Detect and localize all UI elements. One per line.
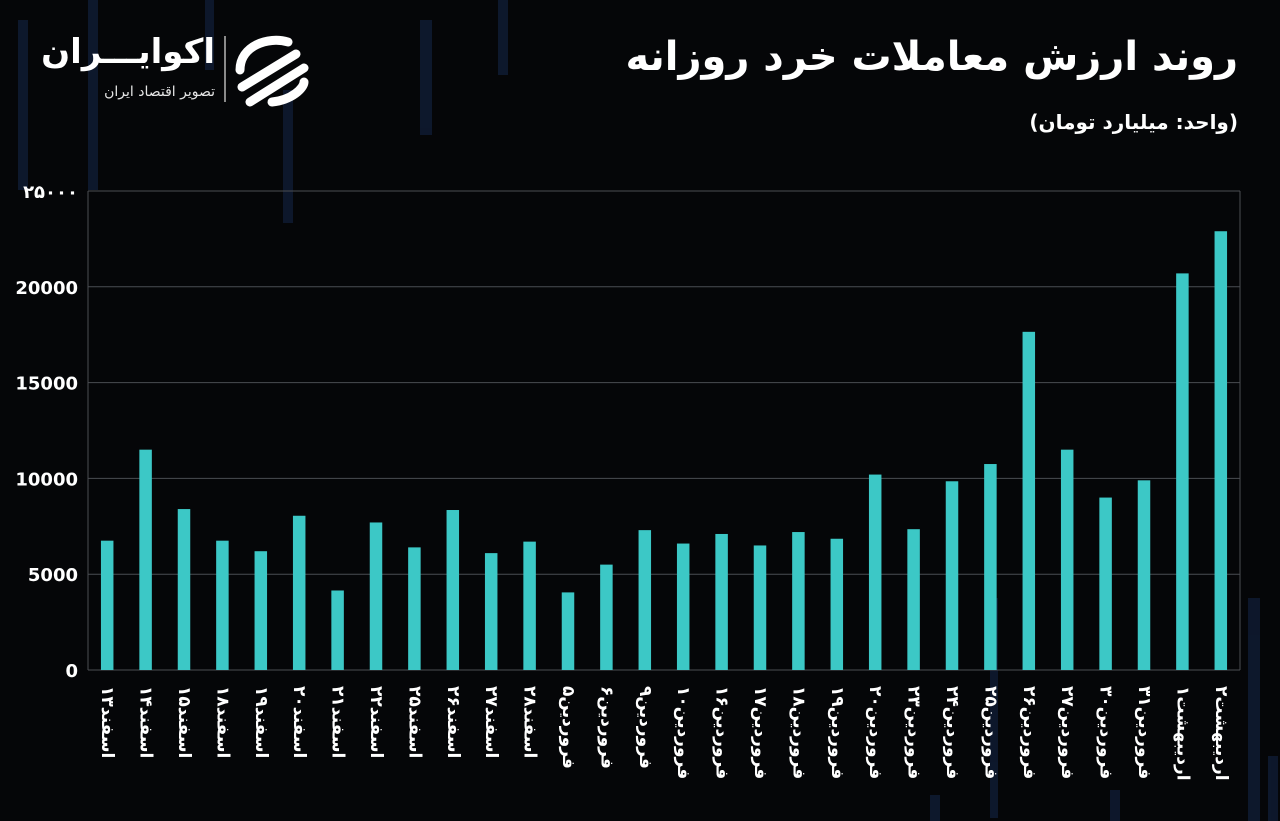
y-tick-label: 5000 <box>28 565 78 586</box>
bar <box>945 481 959 670</box>
bar <box>1099 497 1112 670</box>
x-tick-label: فروردین۵ <box>558 686 578 769</box>
x-tick-label: فروردین۱۸ <box>788 686 808 779</box>
x-tick-label: فروردین۲۳ <box>904 686 924 779</box>
bar <box>676 543 690 670</box>
x-tick-label: فروردین۲۶ <box>1019 686 1039 779</box>
y-tick-label: 20000 <box>15 278 78 299</box>
bar <box>1176 273 1189 670</box>
logo-name: اکوایـــران <box>41 32 215 72</box>
y-tick-label: ۲۵۰۰۰ <box>23 182 78 203</box>
bar <box>1137 480 1151 670</box>
x-tick-label: اسفند۱۹ <box>251 686 271 758</box>
x-tick-label: اسفند۲۵ <box>404 686 424 758</box>
bar <box>331 590 344 670</box>
bar <box>446 510 460 670</box>
bar <box>638 530 652 670</box>
chart-title: روند ارزش معاملات خرد روزانه <box>625 34 1238 80</box>
bar <box>868 474 882 670</box>
x-tick-label: فروردین۳۰ <box>1096 686 1116 779</box>
bar <box>907 529 920 670</box>
x-tick-label: اسفند۲۱ <box>328 686 348 758</box>
bar <box>1214 231 1228 670</box>
x-tick-label: اسفند۲۸ <box>520 686 540 758</box>
logo-tagline: تصویر اقتصاد ایران <box>104 84 215 100</box>
brand-logo: اکوایـــران تصویر اقتصاد ایران <box>41 32 320 112</box>
bar <box>254 551 268 670</box>
bar <box>561 592 575 670</box>
x-tick-label: فروردین۲۷ <box>1057 686 1077 779</box>
x-tick-label: فروردین۲۵ <box>980 686 1000 779</box>
bar <box>830 538 844 670</box>
bar <box>292 515 306 670</box>
x-tick-label: فروردین۳۱ <box>1134 686 1154 779</box>
bar <box>984 464 997 670</box>
x-tick-label: اسفند۱۴ <box>136 686 156 758</box>
bar <box>369 522 383 670</box>
bar <box>1060 449 1074 670</box>
bar <box>408 547 421 670</box>
x-tick-label: فروردین۱۶ <box>712 686 732 779</box>
bar <box>523 541 536 670</box>
logo-divider <box>224 36 226 102</box>
x-tick-label: فروردین۶ <box>596 686 616 769</box>
bar <box>177 509 191 670</box>
x-tick-label: فروردین۱۹ <box>827 686 847 779</box>
y-tick-label: 15000 <box>15 374 78 395</box>
bar <box>715 533 728 670</box>
unit-label: (واحد: میلیارد تومان) <box>1029 110 1238 134</box>
y-tick-label: 0 <box>65 661 78 682</box>
x-tick-label: اردیبهشت۱ <box>1172 686 1192 781</box>
x-tick-label: اسفند۲۷ <box>481 686 501 758</box>
x-tick-label: فروردین۲۰ <box>865 686 885 779</box>
x-tick-label: اسفند۱۸ <box>212 686 232 758</box>
logo-mark-icon <box>235 35 309 107</box>
bar <box>139 449 152 670</box>
x-tick-label: فروردین۱۰ <box>673 686 693 779</box>
x-tick-label: اسفند۱۳ <box>97 686 117 758</box>
x-tick-label: اسفند۲۶ <box>443 686 463 758</box>
x-tick-label: اسفند۲۰ <box>289 686 309 758</box>
bar <box>1022 331 1036 670</box>
bar <box>600 564 613 670</box>
x-tick-label: فروردین۹ <box>635 686 655 769</box>
bar <box>100 540 114 670</box>
x-tick-label: اسفند۱۵ <box>174 686 194 758</box>
x-tick-label: اسفند۲۲ <box>366 686 386 758</box>
bar <box>484 553 498 670</box>
x-tick-label: فروردین۱۷ <box>750 686 770 779</box>
x-tick-label: فروردین۲۴ <box>942 686 962 779</box>
bar <box>792 532 805 670</box>
y-tick-label: 10000 <box>15 469 78 490</box>
bar <box>753 545 767 670</box>
bar <box>216 540 229 670</box>
x-tick-label: اردیبهشت۲ <box>1211 686 1231 781</box>
